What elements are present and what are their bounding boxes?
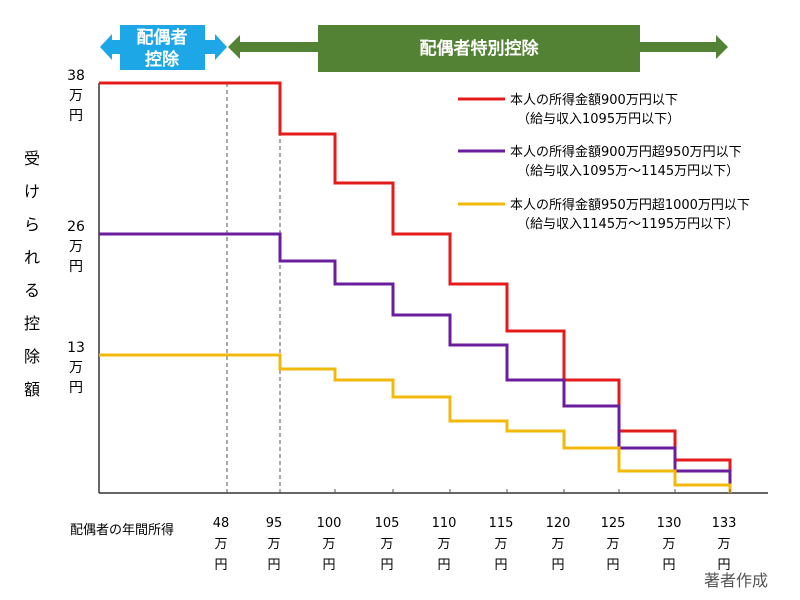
credit: 著者作成 [704, 571, 768, 590]
y-axis-label: 受けられる控除額 [24, 149, 40, 399]
x-tick-label: 125 [601, 516, 626, 531]
x-tick-label: 円 [717, 558, 730, 573]
y-tick-label: 万 [69, 239, 83, 255]
x-tick-label: 万 [214, 537, 227, 552]
legend-label: 本人の所得金額950万円超1000万円以下 [510, 197, 750, 213]
x-tick-label: 円 [606, 558, 619, 573]
y-tick-label: 26 [67, 219, 85, 235]
legend-sublabel: （給与収入1145万～1195万円以下） [517, 217, 739, 232]
y-tick-label: 円 [69, 108, 83, 124]
x-tick-label: 万 [494, 537, 507, 552]
spouse-banner-line1: 配偶者 [137, 27, 188, 48]
legend-label: 本人の所得金額900万円以下 [510, 92, 678, 108]
legend-item: 本人の所得金額950万円超1000万円以下 （給与収入1145万～1195万円以下… [458, 197, 750, 232]
x-tick-label: 万 [437, 537, 450, 552]
spouse-deduction-banner: 配偶者 控除 [100, 25, 227, 70]
series-line-2 [99, 353, 732, 493]
x-tick-label: 95 [266, 516, 283, 531]
series-line-0 [99, 81, 732, 493]
x-tick-label: 万 [606, 537, 619, 552]
x-tick-label: 100 [317, 516, 342, 531]
x-tick-label: 105 [375, 516, 400, 531]
x-tick-label: 130 [657, 516, 682, 531]
x-tick-label: 万 [267, 537, 280, 552]
x-tick-label: 133 [712, 516, 737, 531]
spouse-banner-line2: 控除 [145, 49, 180, 70]
x-tick-label: 万 [322, 537, 335, 552]
x-tick-label: 円 [551, 558, 564, 573]
legend-sublabel: （給与収入1095万～1145万円以下） [517, 164, 739, 179]
x-tick-label: 115 [489, 516, 514, 531]
x-tick-label: 円 [437, 558, 450, 573]
x-tick-label: 円 [662, 558, 675, 573]
y-tick-label: 円 [69, 259, 83, 275]
y-tick-label: 万 [69, 360, 83, 376]
double-arrow-icon [228, 25, 728, 72]
x-tick-label: 万 [717, 537, 730, 552]
x-tick-label: 万 [662, 537, 675, 552]
y-tick-label: 万 [69, 88, 83, 104]
series-line-1 [99, 232, 732, 493]
x-tick-label: 万 [380, 537, 393, 552]
y-tick-label: 13 [67, 340, 85, 356]
x-tick-label: 120 [546, 516, 571, 531]
x-axis-label: 配偶者の年間所得 [70, 522, 174, 538]
y-tick-label: 38 [67, 68, 85, 84]
x-tick-label: 円 [322, 558, 335, 573]
y-tick-label: 円 [69, 380, 83, 396]
x-tick-label: 円 [380, 558, 393, 573]
legend-label: 本人の所得金額900万円超950万円以下 [510, 144, 742, 160]
x-tick-label: 円 [214, 558, 227, 573]
x-tick-label: 円 [267, 558, 280, 573]
legend-sublabel: （給与収入1095万円以下） [517, 112, 680, 127]
double-arrow-icon [100, 25, 227, 70]
legend-item: 本人の所得金額900万円超950万円以下 （給与収入1095万～1145万円以下） [458, 144, 742, 179]
special-deduction-banner: 配偶者特別控除 [228, 25, 728, 72]
x-tick-label: 110 [432, 516, 457, 531]
x-tick-label: 48 [213, 516, 230, 531]
special-banner-label: 配偶者特別控除 [420, 38, 540, 59]
legend-item: 本人の所得金額900万円以下 （給与収入1095万円以下） [458, 92, 680, 127]
x-tick-label: 万 [551, 537, 564, 552]
x-tick-label: 円 [494, 558, 507, 573]
